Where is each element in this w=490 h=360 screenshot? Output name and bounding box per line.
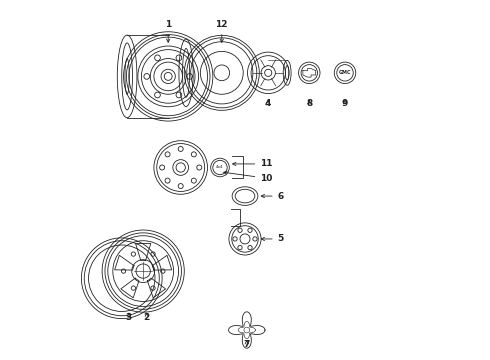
Text: 3: 3 <box>126 313 132 322</box>
Text: 10: 10 <box>223 171 272 183</box>
Text: 5: 5 <box>261 234 284 243</box>
Text: 1: 1 <box>165 20 172 42</box>
Text: 6: 6 <box>261 192 284 201</box>
Text: 11: 11 <box>233 159 272 168</box>
Text: 12: 12 <box>216 20 228 42</box>
Text: 8: 8 <box>306 99 313 108</box>
Text: 4: 4 <box>265 99 271 108</box>
Text: 2: 2 <box>144 313 150 322</box>
Text: GMC: GMC <box>339 70 351 75</box>
Text: 4x4: 4x4 <box>216 166 224 170</box>
Text: 7: 7 <box>244 340 250 349</box>
Text: 9: 9 <box>342 99 348 108</box>
